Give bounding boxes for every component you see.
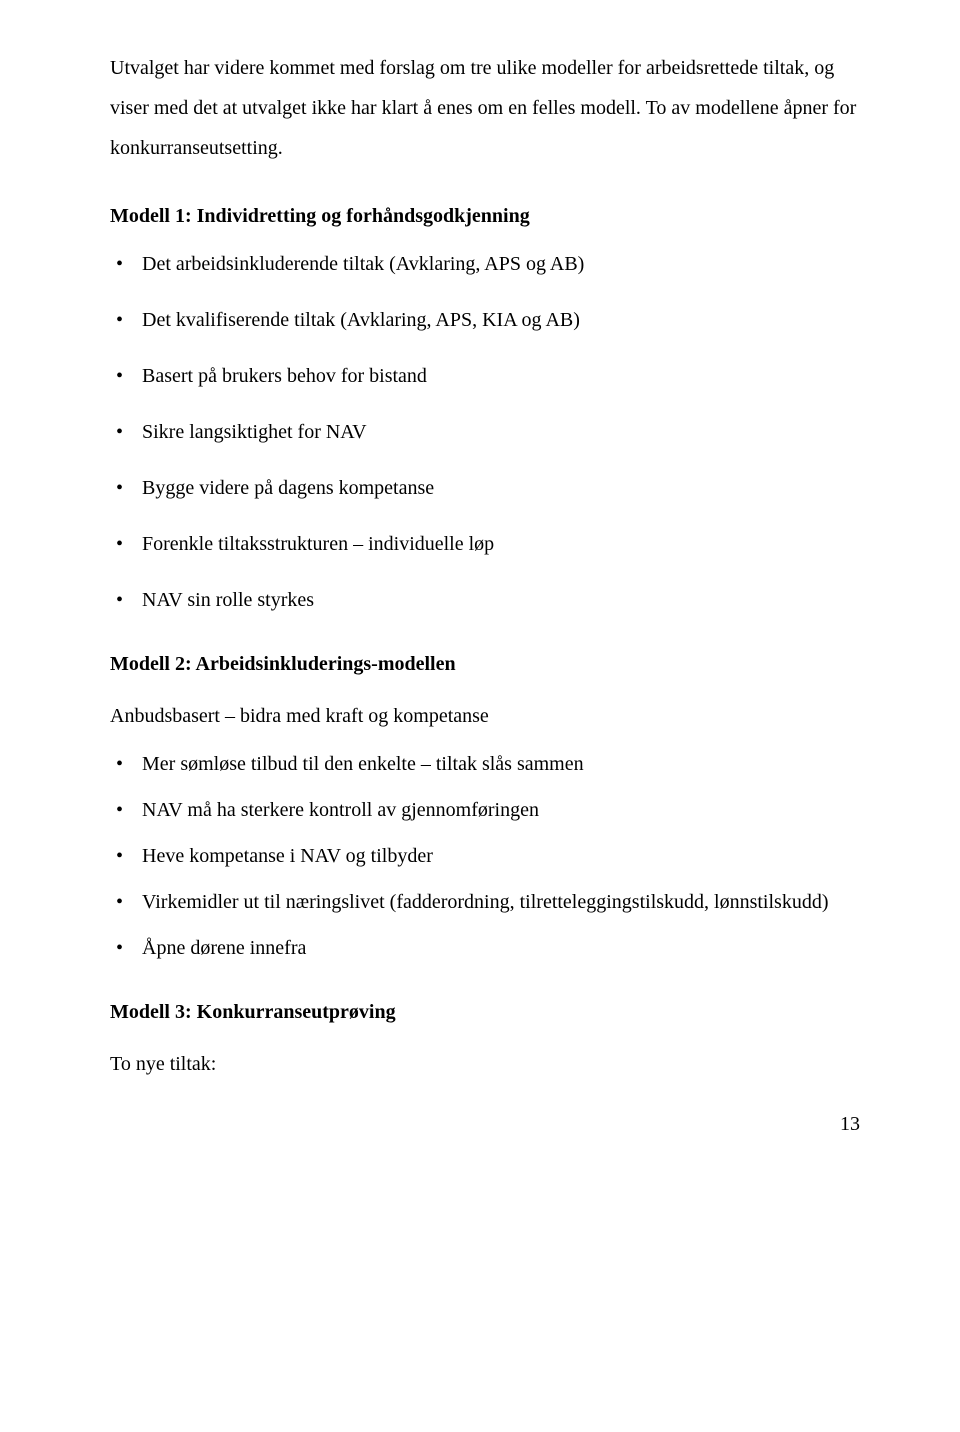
page-number: 13 <box>110 1104 860 1144</box>
list-item: NAV sin rolle styrkes <box>110 584 860 616</box>
model2-subtext: Anbudsbasert – bidra med kraft og kompet… <box>110 696 860 736</box>
model3-subtext: To nye tiltak: <box>110 1044 860 1084</box>
list-item: Det arbeidsinkluderende tiltak (Avklarin… <box>110 248 860 280</box>
model2-list: Mer sømløse tilbud til den enkelte – til… <box>110 748 860 964</box>
model2-heading: Modell 2: Arbeidsinkluderings-modellen <box>110 644 860 684</box>
list-item: Det kvalifiserende tiltak (Avklaring, AP… <box>110 304 860 336</box>
list-item: Virkemidler ut til næringslivet (faddero… <box>110 886 860 918</box>
list-item: Bygge videre på dagens kompetanse <box>110 472 860 504</box>
model3-heading: Modell 3: Konkurranseutprøving <box>110 992 860 1032</box>
list-item: Åpne dørene innefra <box>110 932 860 964</box>
list-item: Mer sømløse tilbud til den enkelte – til… <box>110 748 860 780</box>
list-item: Heve kompetanse i NAV og tilbyder <box>110 840 860 872</box>
list-item: NAV må ha sterkere kontroll av gjennomfø… <box>110 794 860 826</box>
model1-heading: Modell 1: Individretting og forhåndsgodk… <box>110 196 860 236</box>
list-item: Sikre langsiktighet for NAV <box>110 416 860 448</box>
list-item: Basert på brukers behov for bistand <box>110 360 860 392</box>
model1-list: Det arbeidsinkluderende tiltak (Avklarin… <box>110 248 860 616</box>
intro-paragraph: Utvalget har videre kommet med forslag o… <box>110 48 860 168</box>
list-item: Forenkle tiltaksstrukturen – individuell… <box>110 528 860 560</box>
